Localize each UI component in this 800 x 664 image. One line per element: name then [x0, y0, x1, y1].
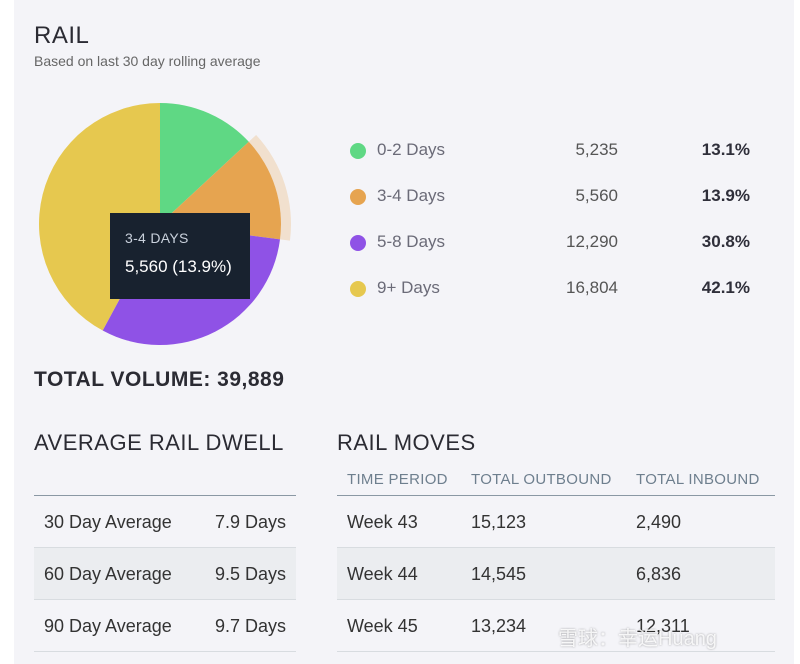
legend-percent: 42.1% [701, 278, 750, 297]
legend-item[interactable]: 0-2 Days 5,235 13.1% [350, 128, 760, 174]
legend-count: 16,804 [566, 278, 618, 297]
total-volume: TOTAL VOLUME: 39,889 [34, 368, 285, 391]
dwell-table: 30 Day Average 7.9 Days 60 Day Average 9… [34, 495, 296, 652]
table-row: 90 Day Average 9.7 Days [34, 600, 296, 652]
legend-count: 5,235 [575, 140, 618, 159]
legend-count: 12,290 [566, 232, 618, 251]
dwell-value: 9.5 Days [214, 564, 286, 584]
table-cell: 12,311 [636, 616, 690, 636]
table-cell: 14,545 [471, 564, 527, 584]
legend-label: 9+ Days [377, 278, 440, 297]
column-header: TIME PERIOD [347, 471, 448, 488]
dwell-value: 9.7 Days [214, 616, 286, 636]
chart-tooltip: 3-4 DAYS 5,560 (13.9%) [110, 213, 250, 299]
legend-label: 0-2 Days [377, 140, 446, 159]
slice-highlight [248, 135, 291, 241]
dwell-label: 30 Day Average [44, 512, 172, 532]
pie-slice-0-2-days[interactable] [160, 103, 249, 224]
table-cell: Week 44 [347, 564, 418, 584]
table-cell: 6,836 [636, 564, 682, 584]
page-title: RAIL [34, 22, 90, 49]
legend-count: 5,560 [575, 186, 618, 205]
legend-dot [350, 189, 366, 205]
legend-item[interactable]: 5-8 Days 12,290 30.8% [350, 220, 760, 266]
legend-label: 3-4 Days [377, 186, 446, 205]
table-row: Week 45 13,234 12,311 [337, 600, 775, 652]
dwell-label: 60 Day Average [44, 564, 172, 584]
table-row: 60 Day Average 9.5 Days [34, 548, 296, 600]
legend-percent: 13.9% [701, 186, 750, 205]
table-cell: Week 45 [347, 616, 418, 636]
legend-dot [350, 143, 366, 159]
column-header: TOTAL INBOUND [636, 471, 760, 488]
tooltip-value: 5,560 (13.9%) [125, 257, 232, 276]
dwell-title: AVERAGE RAIL DWELL [34, 430, 284, 455]
column-header: TOTAL OUTBOUND [471, 471, 612, 488]
table-cell: 13,234 [471, 616, 527, 636]
dwell-value: 7.9 Days [214, 512, 286, 532]
legend-label: 5-8 Days [377, 232, 446, 251]
table-row: 30 Day Average 7.9 Days [34, 496, 296, 548]
chart-legend: 0-2 Days 5,235 13.1% 3-4 Days 5,560 13.9… [350, 128, 760, 312]
legend-item[interactable]: 9+ Days 16,804 42.1% [350, 266, 760, 312]
tooltip-label: 3-4 DAYS [125, 230, 189, 246]
moves-table: TIME PERIOD TOTAL OUTBOUND TOTAL INBOUND… [337, 466, 775, 652]
legend-percent: 30.8% [701, 232, 750, 251]
legend-dot [350, 235, 366, 251]
table-row: Week 43 15,123 2,490 [337, 496, 775, 548]
table-cell: 2,490 [636, 512, 682, 532]
moves-title: RAIL MOVES [337, 430, 476, 455]
dwell-label: 90 Day Average [44, 616, 172, 636]
table-row: Week 44 14,545 6,836 [337, 548, 775, 600]
table-header: TIME PERIOD TOTAL OUTBOUND TOTAL INBOUND [337, 466, 775, 496]
watermark: 雪球：幸运Huang [558, 628, 717, 650]
legend-percent: 13.1% [701, 140, 750, 159]
legend-dot [350, 281, 366, 297]
table-cell: Week 43 [347, 512, 418, 532]
table-cell: 15,123 [471, 512, 527, 532]
legend-item[interactable]: 3-4 Days 5,560 13.9% [350, 174, 760, 220]
page-subtitle: Based on last 30 day rolling average [34, 53, 261, 69]
